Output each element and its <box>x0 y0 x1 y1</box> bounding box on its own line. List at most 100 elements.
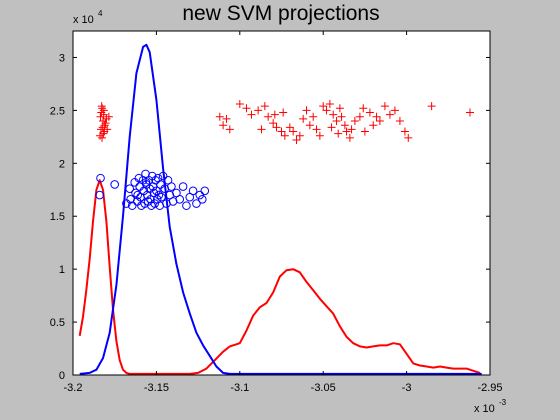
y-tick-label: 1.5 <box>50 211 65 223</box>
circle-marker <box>152 186 161 196</box>
circle-marker <box>175 194 185 204</box>
plus-marker <box>340 121 349 130</box>
circle-marker <box>158 171 168 181</box>
plus-marker <box>225 125 234 134</box>
plus-marker <box>395 116 404 125</box>
x-tick-label: -3.05 <box>311 382 336 394</box>
scatter-markers <box>95 100 474 210</box>
y-axis-ticks: 0 0.5 1 1.5 2 2.5 3 <box>50 52 490 382</box>
plus-marker <box>247 110 256 119</box>
x-tick-label: -3.1 <box>230 382 249 394</box>
circle-marker <box>200 186 210 196</box>
plus-marker <box>219 121 228 130</box>
plus-marker <box>427 102 436 111</box>
circle-marker <box>134 173 144 183</box>
x-multiplier-exponent: -3 <box>499 398 507 407</box>
circle-marker <box>131 188 140 198</box>
plus-marker <box>279 108 288 117</box>
plus-marker <box>277 127 286 136</box>
plus-marker <box>299 114 308 123</box>
circle-marker <box>125 184 135 194</box>
plus-marker <box>380 102 389 111</box>
y-multiplier-exponent: 4 <box>98 9 103 18</box>
circle-marker <box>197 194 207 204</box>
plus-marker <box>322 106 331 115</box>
plus-marker <box>329 110 338 119</box>
circle-marker <box>157 192 166 202</box>
plus-marker <box>327 123 336 132</box>
circle-marker <box>178 182 188 191</box>
axes-frame <box>72 30 491 376</box>
plus-marker <box>345 133 354 142</box>
plus-marker <box>104 112 113 121</box>
plus-marker <box>280 131 289 140</box>
y-tick-label: 0 <box>59 370 65 382</box>
circle-marker <box>133 190 143 200</box>
plus-marker <box>98 123 107 132</box>
plus-marker <box>103 125 112 134</box>
y-tick-label: 0.5 <box>50 317 65 329</box>
plus-marker <box>390 106 399 115</box>
plus-marker <box>404 133 413 142</box>
plus-marker <box>285 123 294 132</box>
x-tick-label: -3.2 <box>64 382 83 394</box>
plus-marker <box>372 112 381 121</box>
plus-marker <box>97 102 106 111</box>
circle-marker <box>141 178 151 187</box>
plus-marker <box>347 125 356 134</box>
plus-marker <box>369 121 378 130</box>
circle-marker <box>182 201 191 210</box>
plus-marker <box>375 116 384 125</box>
plus-marker <box>302 106 311 115</box>
plus-marker <box>260 102 269 111</box>
plus-marker <box>400 127 409 136</box>
plus-marker <box>99 129 108 138</box>
circle-marker <box>127 201 137 210</box>
plus-marker <box>332 116 341 125</box>
x-multiplier-base: x 10 <box>474 403 495 415</box>
plus-marker <box>295 131 304 140</box>
plus-marker <box>309 112 318 121</box>
plus-marker <box>222 114 231 123</box>
plus-marker <box>350 116 359 125</box>
circle-marker <box>188 186 198 196</box>
circle-marker <box>151 175 160 185</box>
y-multiplier-base: x 10 <box>73 14 94 26</box>
x-axis-ticks: -3.2 -3.15 -3.1 -3.05 -3 -2.95 <box>64 31 503 394</box>
blue-density-curve <box>79 43 482 375</box>
plus-marker <box>305 121 314 130</box>
plus-marker <box>342 127 351 136</box>
circle-marker <box>95 190 104 200</box>
x-tick-label: -3 <box>402 382 412 394</box>
plus-marker <box>334 129 343 138</box>
plus-marker <box>359 104 368 113</box>
plus-marker <box>98 104 107 113</box>
y-tick-label: 2.5 <box>50 105 65 117</box>
plus-marker <box>325 100 334 109</box>
circle-marker <box>110 180 119 189</box>
density-curves <box>78 43 482 375</box>
plus-marker <box>292 136 301 145</box>
circle-marker <box>150 199 160 208</box>
plus-marker <box>289 127 298 136</box>
plus-marker <box>257 125 266 134</box>
plus-marker <box>99 110 108 119</box>
plus-marker <box>98 133 107 142</box>
x-tick-label: -3.15 <box>144 382 169 394</box>
plus-marker <box>101 119 110 128</box>
y-tick-label: 3 <box>59 52 65 64</box>
plus-marker <box>272 123 281 132</box>
circle-marker <box>167 182 176 191</box>
x-tick-label: -2.95 <box>477 382 502 394</box>
plus-marker <box>235 100 244 109</box>
circle-marker <box>96 173 105 183</box>
y-tick-label: 1 <box>59 264 65 276</box>
plus-marker <box>315 131 324 140</box>
plus-marker <box>312 125 321 134</box>
plus-marker <box>319 102 328 111</box>
plus-marker <box>96 112 105 121</box>
plus-marker <box>335 104 344 113</box>
circle-marker <box>154 190 164 200</box>
